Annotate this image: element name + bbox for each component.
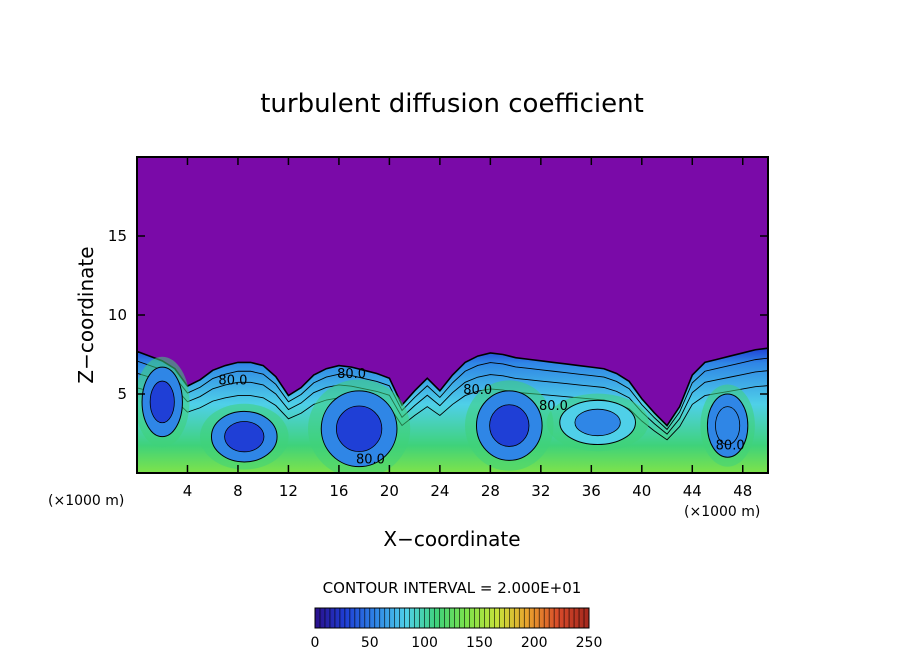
colorbar-tick-label: 200 bbox=[521, 635, 548, 651]
contour-line bbox=[137, 385, 768, 441]
x-axis-label: X−coordinate bbox=[383, 527, 520, 551]
x-tick-label: 16 bbox=[329, 482, 348, 500]
colorbar: 0 50 100 150 200 250 bbox=[311, 607, 603, 651]
x-unit-right: (×1000 m) bbox=[684, 504, 760, 520]
x-tick-label: 12 bbox=[279, 482, 298, 500]
contour-line bbox=[137, 370, 768, 435]
x-tick-label: 48 bbox=[733, 482, 752, 500]
contour-line bbox=[137, 357, 768, 431]
contour-label: 80.0 bbox=[716, 438, 745, 453]
y-tick-label: 5 bbox=[117, 385, 127, 403]
x-tick-label: 28 bbox=[481, 482, 500, 500]
eddy-core bbox=[489, 404, 530, 447]
contour-labels: 80.0 80.0 80.0 80.0 80.0 80.0 bbox=[218, 367, 744, 467]
contour-label: 80.0 bbox=[356, 453, 385, 468]
contour-label: 80.0 bbox=[463, 383, 492, 398]
x-tick-label: 32 bbox=[531, 482, 550, 500]
x-tick-label: 8 bbox=[233, 482, 243, 500]
colorbar-ticks: 0 50 100 150 200 250 bbox=[311, 635, 603, 651]
eddy-core bbox=[224, 421, 265, 453]
colorbar-tick-label: 50 bbox=[361, 635, 379, 651]
x-axis-ticks: 4 8 12 16 20 24 28 32 36 40 44 48 bbox=[183, 157, 752, 500]
eddy-core bbox=[149, 380, 175, 424]
contour-label: 80.0 bbox=[337, 367, 366, 382]
colorbar-tick-label: 150 bbox=[466, 635, 493, 651]
eddy-core bbox=[574, 408, 621, 437]
x-tick-label: 36 bbox=[582, 482, 601, 500]
x-tick-label: 44 bbox=[683, 482, 702, 500]
contour-label: 80.0 bbox=[539, 399, 568, 414]
contour-interval-label: CONTOUR INTERVAL = 2.000E+01 bbox=[323, 579, 582, 597]
y-tick-label: 10 bbox=[108, 306, 127, 324]
colorbar-tick-label: 0 bbox=[311, 635, 320, 651]
boundary-layer-field bbox=[137, 347, 768, 473]
x-tick-label: 40 bbox=[632, 482, 651, 500]
chart-title: turbulent diffusion coefficient bbox=[260, 89, 644, 119]
colorbar-tick-label: 250 bbox=[576, 635, 603, 651]
y-tick-label: 15 bbox=[108, 227, 127, 245]
y-axis-ticks: 5 10 15 bbox=[108, 227, 768, 403]
colorbar-tick-label: 100 bbox=[411, 635, 438, 651]
y-axis-label: Z−coordinate bbox=[74, 246, 98, 383]
x-tick-label: 4 bbox=[183, 482, 193, 500]
eddy-core bbox=[335, 405, 383, 452]
eddy-core bbox=[715, 406, 741, 445]
plot-area: 80.0 80.0 80.0 80.0 80.0 80.0 bbox=[136, 156, 769, 474]
x-tick-label: 20 bbox=[380, 482, 399, 500]
colorbar-stripes bbox=[319, 608, 585, 628]
contour-label: 80.0 bbox=[218, 374, 247, 389]
x-tick-label: 24 bbox=[430, 482, 449, 500]
x-unit-left: (×1000 m) bbox=[48, 493, 124, 509]
colorbar-fill bbox=[314, 607, 590, 629]
